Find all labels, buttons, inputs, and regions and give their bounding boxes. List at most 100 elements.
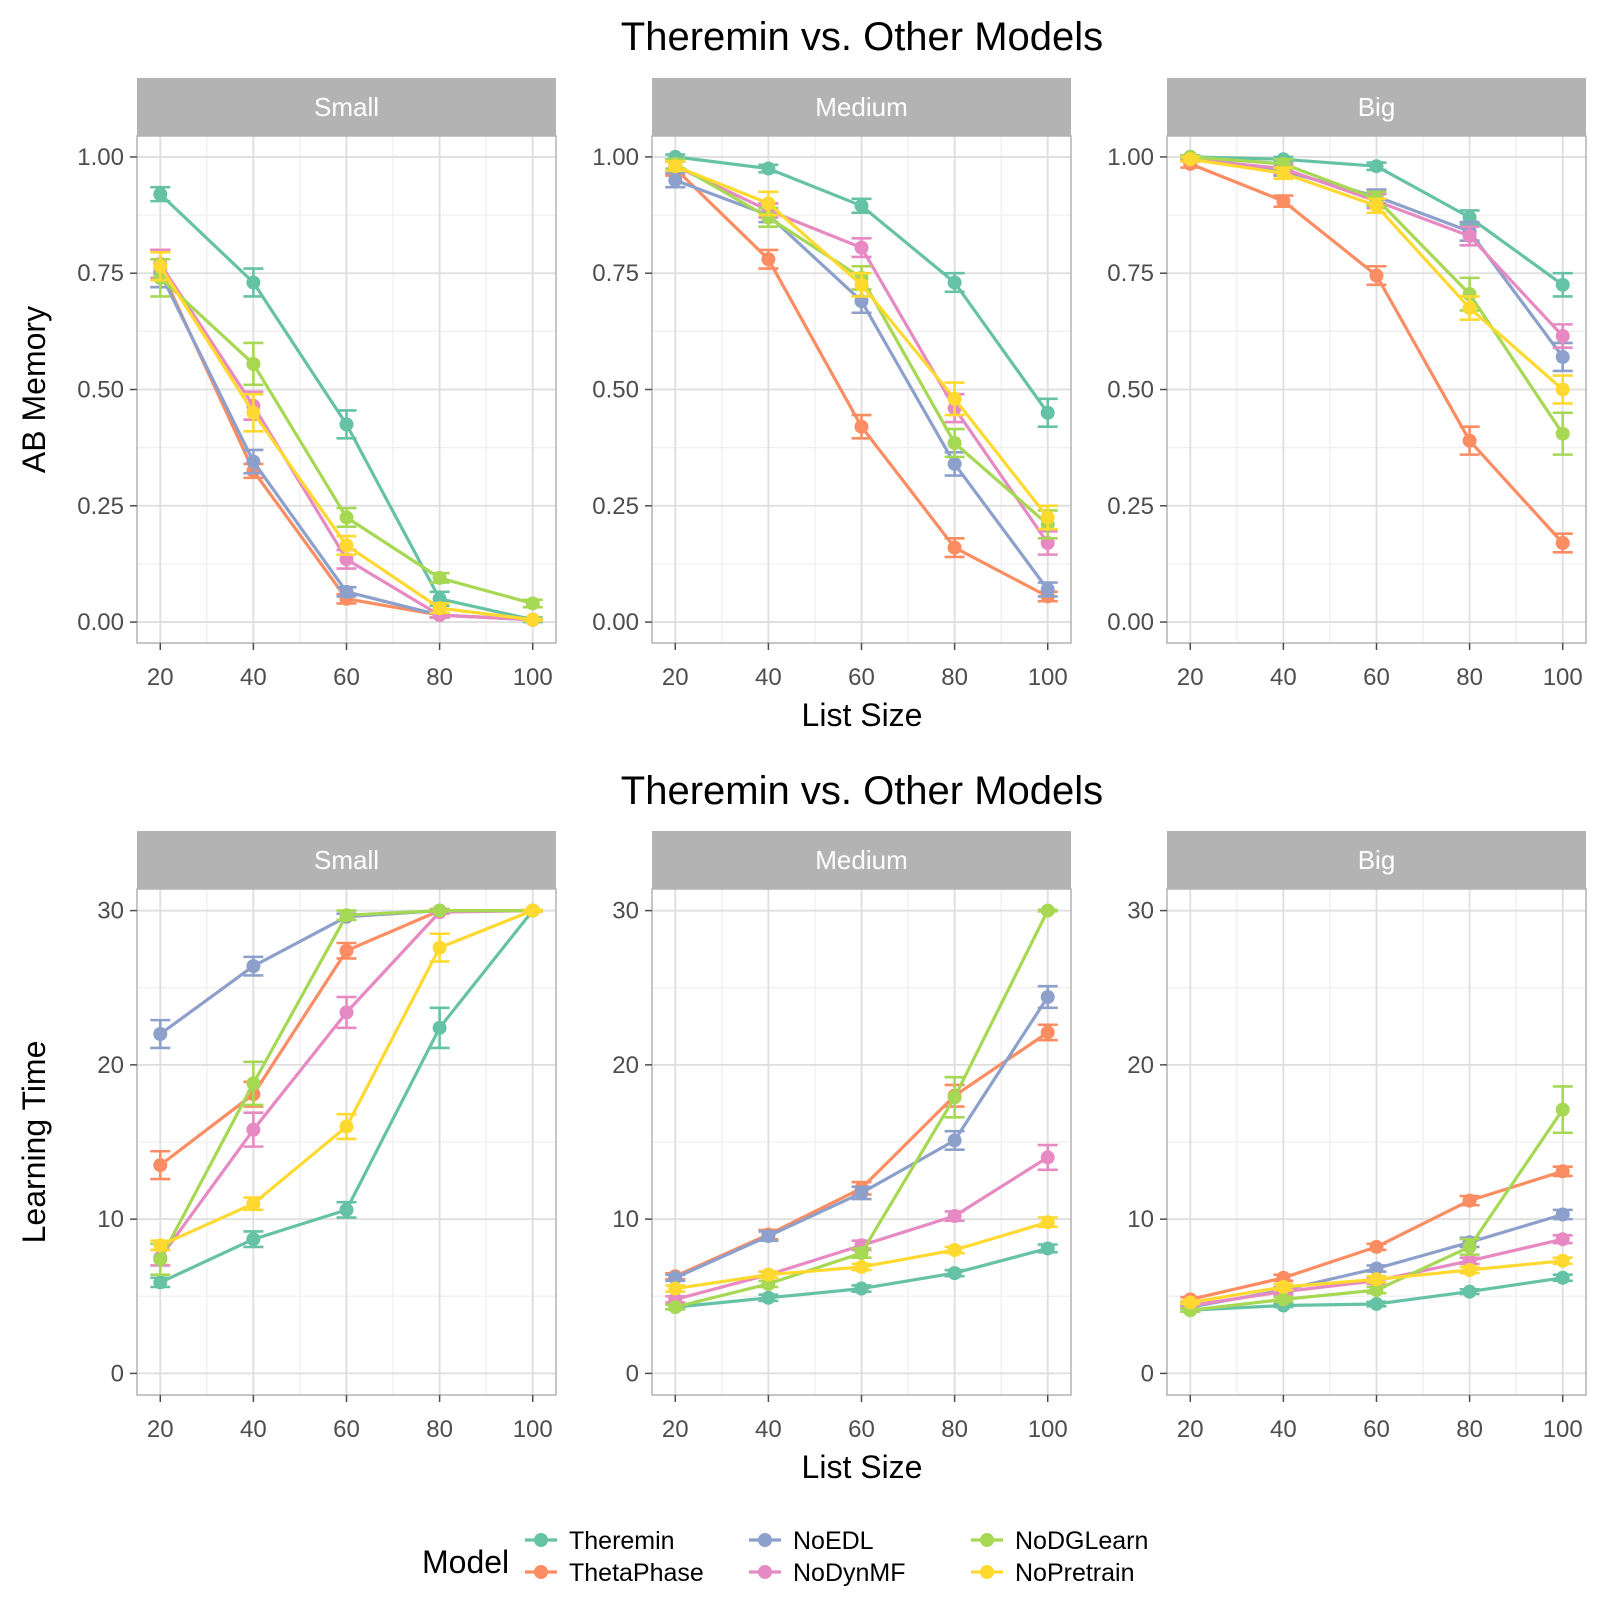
strip	[1167, 78, 1586, 136]
legend-label: ThetaPhase	[569, 1559, 704, 1587]
data-point	[339, 1202, 354, 1217]
data-point	[246, 1122, 261, 1137]
data-point	[761, 196, 776, 211]
y-tick-label: 30	[612, 898, 639, 925]
data-point	[1040, 405, 1055, 420]
data-point	[339, 510, 354, 525]
data-point	[1555, 1270, 1570, 1285]
y-axis-title: Learning Time	[16, 1041, 52, 1244]
y-tick-label: 0	[111, 1360, 124, 1387]
data-point	[432, 601, 447, 616]
data-point	[339, 908, 354, 923]
data-point	[1555, 349, 1570, 364]
data-point	[1462, 229, 1477, 244]
data-point	[1462, 1239, 1477, 1254]
data-point	[668, 1300, 683, 1315]
x-tick-label: 20	[662, 1416, 689, 1443]
series-nodglearn	[665, 903, 1058, 1315]
data-point	[339, 538, 354, 553]
y-tick-label: 0.50	[77, 377, 124, 404]
data-point	[1462, 1193, 1477, 1208]
y-tick-label: 0.25	[1107, 493, 1154, 520]
data-point	[668, 1281, 683, 1296]
data-point	[947, 1090, 962, 1105]
x-tick-label: 100	[1543, 1416, 1583, 1443]
legend-item-nodglearn: NoDGLearn	[971, 1527, 1148, 1555]
x-tick-label: 40	[1270, 1416, 1297, 1443]
legend-label: NoPretrain	[1015, 1559, 1135, 1587]
strip-label: Medium	[815, 845, 907, 875]
x-tick-label: 60	[1363, 1416, 1390, 1443]
y-tick-label: 10	[97, 1206, 124, 1233]
data-point	[854, 1246, 869, 1261]
strip-label: Small	[314, 845, 379, 875]
y-tick-label: 30	[1127, 898, 1154, 925]
chart-title: Theremin vs. Other Models	[621, 769, 1103, 813]
y-tick-label: 20	[1127, 1052, 1154, 1079]
x-tick-label: 80	[1456, 664, 1483, 691]
y-tick-label: 0	[1141, 1360, 1154, 1387]
data-point	[947, 540, 962, 555]
x-tick-label: 100	[1028, 664, 1068, 691]
y-tick-label: 10	[612, 1206, 639, 1233]
data-point	[1183, 1295, 1198, 1310]
grid	[1167, 136, 1586, 643]
legend-title: Model	[422, 1544, 509, 1580]
x-tick-label: 80	[941, 1416, 968, 1443]
data-point	[1040, 1150, 1055, 1165]
series-nopretrain	[150, 250, 543, 627]
data-point	[947, 435, 962, 450]
x-tick-label: 60	[848, 664, 875, 691]
data-point	[1040, 903, 1055, 918]
data-point	[947, 1266, 962, 1281]
data-point	[1369, 1296, 1384, 1311]
data-point	[1555, 1164, 1570, 1179]
legend-key-point	[534, 1565, 548, 1579]
data-point	[1555, 329, 1570, 344]
legend-key-point	[534, 1533, 548, 1547]
legend: Model Theremin ThetaPhase NoEDL NoDynMF NoDGL…	[422, 1527, 1148, 1587]
data-point	[854, 198, 869, 213]
series-thetaphase	[1180, 156, 1573, 554]
x-tick-label: 80	[426, 1416, 453, 1443]
legend-label: NoDGLearn	[1015, 1527, 1148, 1555]
y-tick-label: 0.00	[592, 609, 639, 636]
x-tick-label: 40	[1270, 664, 1297, 691]
grid	[1167, 889, 1586, 1395]
panel-small: Small 20 40 60 80 100 0 10 20 30	[97, 831, 557, 1443]
data-point	[246, 959, 261, 974]
series-nopretrain	[1180, 1253, 1573, 1310]
data-point	[1040, 582, 1055, 597]
data-point	[246, 454, 261, 469]
series-thetaphase	[665, 160, 1058, 604]
y-tick-label: 0.75	[1107, 260, 1154, 287]
data-point	[339, 943, 354, 958]
data-point	[1040, 1025, 1055, 1040]
data-point	[1555, 1207, 1570, 1222]
y-tick-label: 1.00	[592, 144, 639, 171]
data-point	[432, 940, 447, 955]
x-tick-label: 80	[941, 664, 968, 691]
data-point	[761, 1229, 776, 1244]
x-tick-label: 40	[240, 1416, 267, 1443]
data-point	[668, 159, 683, 174]
x-tick-label: 40	[755, 664, 782, 691]
legend-item-noedl: NoEDL	[749, 1527, 874, 1555]
data-point	[339, 1005, 354, 1020]
data-point	[854, 1281, 869, 1296]
data-point	[246, 1076, 261, 1091]
y-tick-label: 0.25	[77, 493, 124, 520]
x-tick-label: 100	[513, 1416, 553, 1443]
x-axis-title: List Size	[802, 697, 923, 733]
legend-item-theremin: Theremin	[525, 1527, 675, 1555]
x-tick-label: 100	[1543, 664, 1583, 691]
data-point	[246, 1196, 261, 1211]
x-tick-label: 80	[1456, 1416, 1483, 1443]
data-point	[1276, 1280, 1291, 1295]
x-tick-label: 20	[147, 664, 174, 691]
data-point	[432, 1020, 447, 1035]
data-point	[1369, 1272, 1384, 1287]
panel-big: Big 20 40 60 80 100 0.00 0.25 0.50 0.75 1.00	[1107, 78, 1587, 691]
data-point	[1369, 159, 1384, 174]
chart-2: Theremin vs. Other Models Learning Time Li…	[16, 769, 1587, 1485]
